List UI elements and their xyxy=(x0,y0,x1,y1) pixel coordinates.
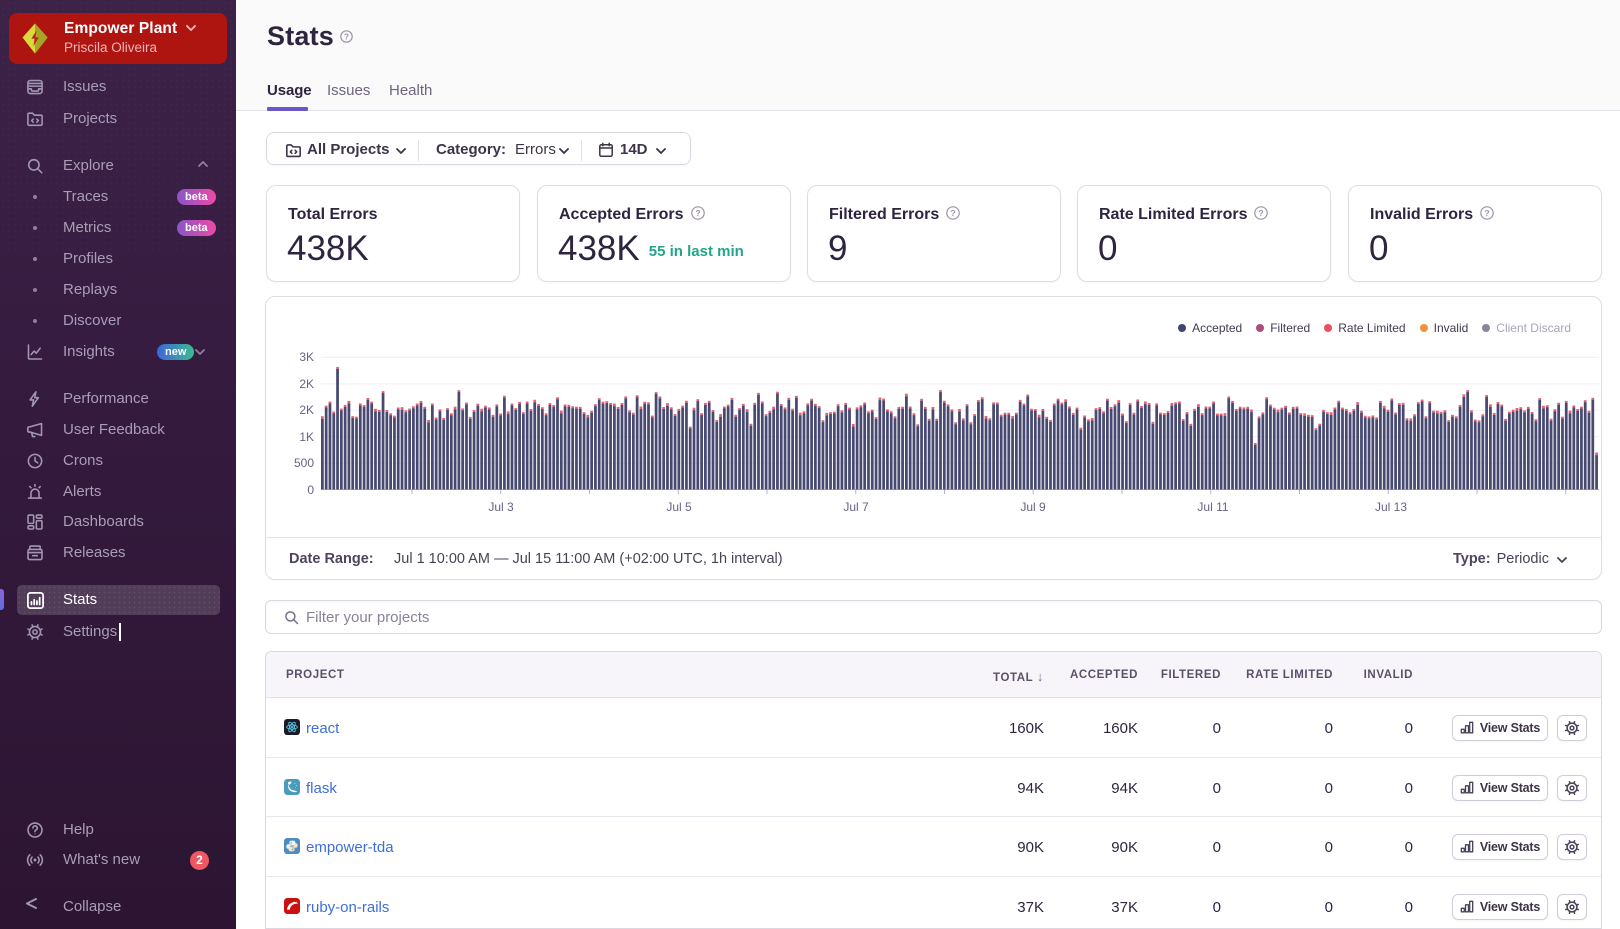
svg-text:?: ? xyxy=(1485,208,1490,218)
svg-text:?: ? xyxy=(951,208,956,218)
svg-text:?: ? xyxy=(344,32,349,41)
svg-text:?: ? xyxy=(695,208,700,218)
svg-text:?: ? xyxy=(1259,208,1264,218)
